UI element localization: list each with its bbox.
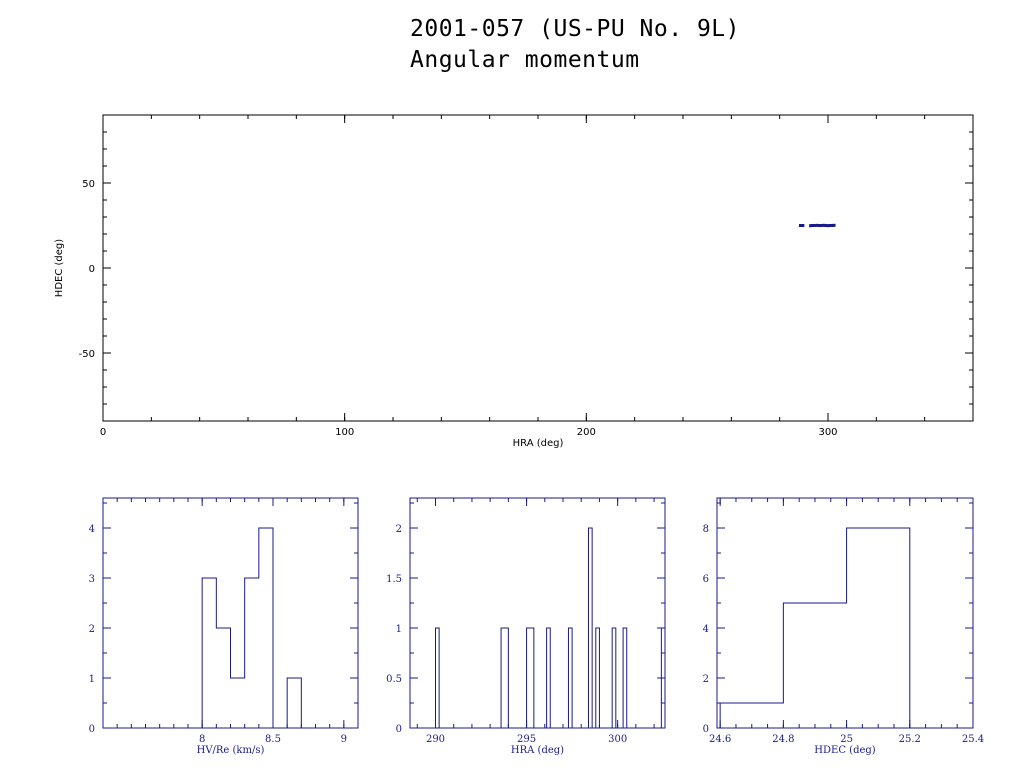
hist-hra-bar <box>547 628 551 728</box>
scatter-point <box>822 223 826 227</box>
hist-velocity-outline <box>201 527 302 729</box>
hist-velocity-ytick-label: 1 <box>89 674 95 685</box>
scatter-point <box>826 224 830 228</box>
main-xtick-label: 200 <box>577 427 596 438</box>
hist-hdec-xlabel: HDEC (deg) <box>814 745 875 756</box>
hist-velocity-bar <box>231 678 245 728</box>
hist-hra-bar <box>527 628 534 728</box>
hist-hra-bar <box>612 628 616 728</box>
scatter-point <box>811 224 815 227</box>
hist-hra-bar <box>623 628 627 728</box>
hist-hdec-xtick-label: 24.8 <box>772 734 794 745</box>
scatter-point <box>809 224 813 228</box>
main-xtick-label: 300 <box>818 427 837 438</box>
main-ytick-label: 50 <box>82 179 95 190</box>
hist-hra-bar <box>436 628 440 728</box>
scatter-point <box>798 224 802 227</box>
scatter-point <box>828 224 832 227</box>
scatter-point <box>813 224 817 227</box>
hist-hra-frame <box>409 497 666 729</box>
scatter-point <box>824 224 828 227</box>
scatter-point <box>817 224 821 227</box>
main-xtick-label: 0 <box>100 427 106 438</box>
hist-hdec-xtick-label: 25.2 <box>899 734 921 745</box>
hist-velocity-bar <box>259 528 273 728</box>
hist-velocity-xtick-label: 8 <box>199 734 205 745</box>
hist-velocity-xlabel: HV/Re (km/s) <box>197 745 265 756</box>
hist-hra-bar <box>589 528 593 728</box>
hist-hra-bar <box>568 628 572 728</box>
hist-hra-ytick-label: 1.5 <box>386 574 402 585</box>
hist-velocity-ytick-label: 2 <box>89 624 95 635</box>
main-ytick-label: 0 <box>89 264 95 275</box>
hist-hdec-outline <box>719 527 911 728</box>
hist-hdec-ytick-label: 0 <box>703 724 709 735</box>
hist-hra-xlabel: HRA (deg) <box>511 745 564 756</box>
scatter-point <box>832 223 836 227</box>
hist-hdec-ytick-label: 2 <box>703 674 709 685</box>
main-xtick-label: 100 <box>335 427 354 438</box>
hist-hra-xtick-label: 290 <box>426 734 445 745</box>
main-xlabel: HRA (deg) <box>513 438 564 449</box>
hist-velocity-bar <box>202 578 216 728</box>
hist-hdec-xtick-label: 25 <box>840 734 853 745</box>
hist-hdec-xtick-label: 24.6 <box>709 734 731 745</box>
chart-subtitle: Angular momentum <box>410 47 640 73</box>
hist-velocity-ytick-label: 0 <box>89 724 95 735</box>
scatter-point <box>830 224 834 227</box>
scatter-point <box>815 223 819 227</box>
hist-hdec-bar <box>783 603 846 728</box>
hist-velocity-ytick-label: 3 <box>89 574 95 585</box>
scatter-point <box>819 224 823 227</box>
hist-velocity-ytick-label: 4 <box>89 524 95 535</box>
hist-hdec-ytick-label: 6 <box>703 574 709 585</box>
main-ytick-label: -50 <box>79 349 95 360</box>
hist-hra-ytick-label: 0.5 <box>386 674 402 685</box>
main-frame <box>102 114 974 422</box>
hist-velocity-xtick-label: 8.5 <box>265 734 281 745</box>
hist-velocity-frame <box>102 497 359 729</box>
hist-velocity-bar <box>287 678 301 728</box>
chart-title: 2001-057 (US-PU No. 9L) <box>410 16 740 42</box>
hist-hra-xtick-label: 295 <box>517 734 536 745</box>
hist-hra-ytick-label: 1 <box>396 624 402 635</box>
hist-hra-ytick-label: 0 <box>396 724 402 735</box>
hist-velocity-xtick-label: 9 <box>341 734 347 745</box>
hist-hdec-xtick-label: 25.4 <box>962 734 984 745</box>
hist-hra-outline <box>435 527 666 728</box>
hist-hdec-bar <box>847 528 910 728</box>
hist-hdec-ytick-label: 8 <box>703 524 709 535</box>
scatter-point <box>801 224 805 227</box>
hist-velocity-bar <box>245 578 259 728</box>
hist-hra-xtick-label: 300 <box>608 734 627 745</box>
hist-hra-ytick-label: 2 <box>396 524 402 535</box>
hist-hra-bar <box>501 628 508 728</box>
hist-hdec-frame <box>716 497 974 729</box>
hist-hra-bar <box>596 628 600 728</box>
hist-hdec-ytick-label: 4 <box>703 624 709 635</box>
main-ylabel: HDEC (deg) <box>54 239 65 297</box>
hist-velocity-bar <box>216 628 230 728</box>
